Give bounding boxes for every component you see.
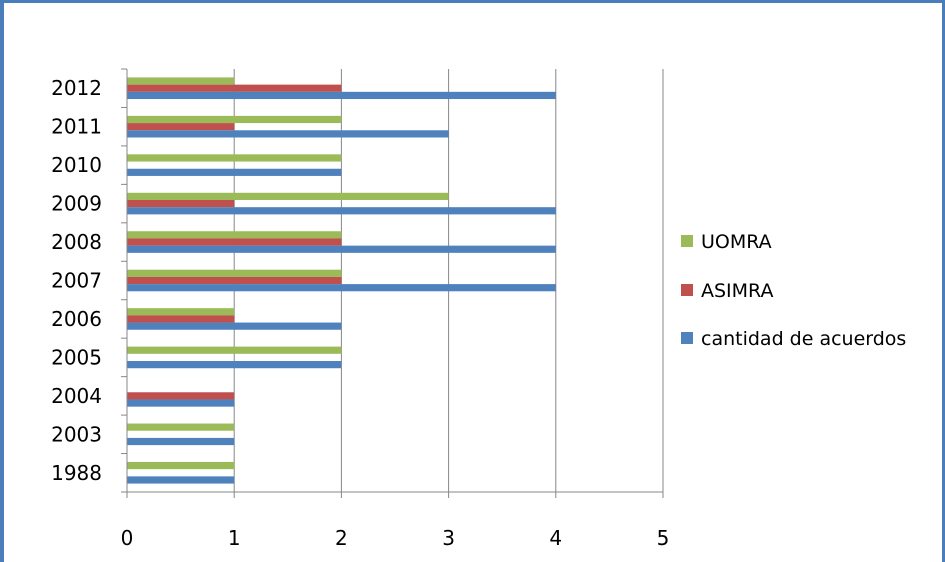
legend-swatch bbox=[681, 284, 693, 296]
legend-label: cantidad de acuerdos bbox=[701, 328, 906, 350]
x-tick-label: 3 bbox=[442, 526, 455, 550]
y-axis-labels: 1988 2003 2004 2005 2006 2007 2008 2009 2010 2011… bbox=[51, 76, 102, 485]
legend-swatch bbox=[681, 235, 693, 247]
y-tick-label: 2003 bbox=[51, 422, 102, 446]
bar bbox=[127, 361, 342, 369]
x-tick-label: 5 bbox=[657, 526, 670, 550]
bar bbox=[127, 77, 235, 85]
bar bbox=[127, 276, 342, 285]
bar bbox=[127, 130, 449, 138]
y-tick-label: 2008 bbox=[51, 230, 102, 254]
bar bbox=[127, 199, 235, 208]
bar bbox=[127, 91, 556, 100]
x-tick-label: 4 bbox=[549, 526, 562, 550]
x-axis-labels: 0 1 2 3 4 5 bbox=[121, 526, 670, 550]
y-tick-label: 2007 bbox=[51, 269, 102, 293]
bar bbox=[127, 476, 235, 484]
bar bbox=[127, 238, 342, 246]
bar bbox=[127, 269, 342, 277]
bar bbox=[127, 168, 342, 176]
bar bbox=[127, 308, 235, 316]
bar bbox=[127, 231, 342, 239]
bar bbox=[127, 346, 342, 354]
bar bbox=[127, 284, 556, 292]
y-tick-label: 2011 bbox=[51, 115, 102, 139]
y-tick-label: 2012 bbox=[51, 76, 102, 100]
bar bbox=[127, 322, 342, 330]
y-tick-label: 2009 bbox=[51, 192, 102, 216]
bars bbox=[127, 77, 556, 484]
bar bbox=[127, 437, 235, 446]
bar bbox=[127, 115, 342, 124]
x-tick-label: 2 bbox=[335, 526, 348, 550]
legend: UOMRA ASIMRA cantidad de acuerdos bbox=[681, 231, 906, 350]
y-tick-label: 2004 bbox=[51, 384, 102, 408]
y-tick-label: 2006 bbox=[51, 307, 102, 331]
legend-label: ASIMRA bbox=[701, 280, 773, 302]
bar bbox=[127, 392, 235, 400]
bar bbox=[127, 192, 449, 200]
bar bbox=[127, 245, 556, 253]
bar bbox=[127, 461, 235, 470]
legend-swatch bbox=[681, 332, 693, 344]
x-tick-label: 0 bbox=[121, 526, 134, 550]
bar bbox=[127, 84, 342, 92]
bar bbox=[127, 315, 235, 323]
bar bbox=[127, 423, 235, 431]
x-tick-label: 1 bbox=[228, 526, 241, 550]
bar bbox=[127, 399, 235, 407]
bar bbox=[127, 154, 342, 162]
bar bbox=[127, 123, 235, 131]
y-tick-label: 2010 bbox=[51, 153, 102, 177]
y-tick-label: 2005 bbox=[51, 345, 102, 369]
axes bbox=[121, 68, 664, 498]
y-tick-label: 1988 bbox=[51, 461, 102, 485]
legend-label: UOMRA bbox=[701, 231, 772, 253]
bar bbox=[127, 207, 556, 215]
